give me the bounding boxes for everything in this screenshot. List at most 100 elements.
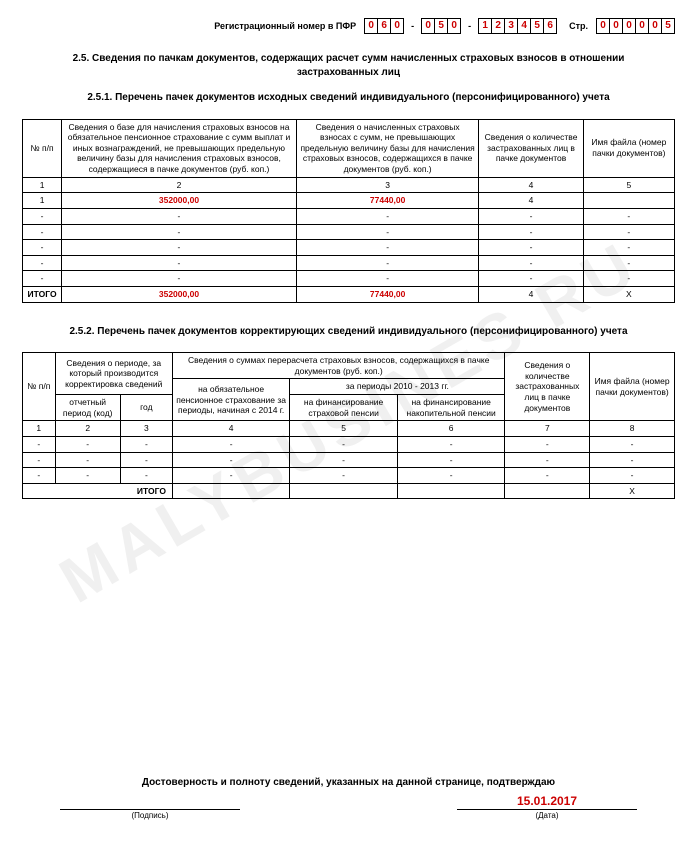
table-cell: - — [23, 224, 62, 240]
date-label: (Дата) — [535, 811, 558, 820]
table-cell: - — [62, 271, 297, 287]
page-number-boxes: 0 0 0 0 0 5 — [596, 18, 675, 34]
table-cell: - — [23, 255, 62, 271]
t2-period-code: отчетный период (код) — [55, 395, 120, 421]
signature-value — [148, 794, 151, 809]
table-cell: - — [120, 452, 172, 468]
table-cell: - — [120, 468, 172, 484]
table-cell: - — [479, 208, 583, 224]
table-cell: - — [23, 468, 56, 484]
table-row: 1352000,0077440,004 — [23, 193, 675, 209]
date-block: 15.01.2017 (Дата) — [457, 794, 637, 820]
table-cell: - — [62, 255, 297, 271]
table-cell: - — [505, 452, 590, 468]
table-row: ----- — [23, 271, 675, 287]
table-cell: - — [296, 271, 479, 287]
table-cell: - — [172, 436, 289, 452]
t2-total-label: ИТОГО — [23, 483, 173, 499]
subsection-title-2-5-1: 2.5.1. Перечень пачек документов исходны… — [69, 91, 629, 105]
t2-sub-2010-2013: за периоды 2010 - 2013 гг. — [290, 379, 505, 395]
table-row: -------- — [23, 468, 675, 484]
col-count: Сведения о количестве застрахованных лиц… — [479, 119, 583, 177]
table-cell: - — [296, 208, 479, 224]
t2-col-file: Имя файла (номер пачки документов) — [590, 353, 675, 421]
col-base: Сведения о базе для начисления страховых… — [62, 119, 297, 177]
reg-number-part3: 1 2 3 4 5 6 — [478, 18, 557, 34]
col-npp: № п/п — [23, 119, 62, 177]
table-cell: - — [55, 452, 120, 468]
table-cell: - — [290, 468, 398, 484]
table-total-row: ИТОГО 352000,00 77440,00 4 X — [23, 287, 675, 303]
table-row: ----- — [23, 240, 675, 256]
t2-col-npp: № п/п — [23, 353, 56, 421]
t2-sub-ops: на обязательное пенсионное страхование з… — [172, 379, 289, 421]
table-cell: - — [397, 436, 505, 452]
table-cell: - — [583, 255, 674, 271]
signature-line — [60, 809, 240, 810]
table-cell: - — [296, 224, 479, 240]
table-cell: - — [23, 436, 56, 452]
total-base: 352000,00 — [62, 287, 297, 303]
t2-total-c4 — [172, 483, 289, 499]
t2-total-c7 — [505, 483, 590, 499]
table-cell: - — [590, 436, 675, 452]
date-value: 15.01.2017 — [517, 794, 577, 809]
table-cell: - — [583, 240, 674, 256]
date-line — [457, 809, 637, 810]
subsection-title-2-5-2: 2.5.2. Перечень пачек документов коррект… — [69, 325, 629, 339]
table-row: -------- — [23, 436, 675, 452]
t2-total-c6 — [397, 483, 505, 499]
total-label: ИТОГО — [23, 287, 62, 303]
reg-sep-2: - — [468, 21, 471, 31]
col-contrib: Сведения о начисленных страховых взносах… — [296, 119, 479, 177]
page-label: Стр. — [569, 21, 588, 31]
table-cell: - — [23, 271, 62, 287]
table-2-5-1: № п/п Сведения о базе для начисления стр… — [22, 119, 675, 303]
reg-number-label: Регистрационный номер в ПФР — [214, 21, 356, 31]
total-file: X — [583, 287, 674, 303]
table-2-5-2: № п/п Сведения о периоде, за который про… — [22, 352, 675, 499]
table-cell: - — [23, 452, 56, 468]
table-cell: - — [583, 271, 674, 287]
reg-sep-1: - — [411, 21, 414, 31]
t2-total-c5 — [290, 483, 398, 499]
table-cell: 4 — [479, 193, 583, 209]
signature-label: (Подпись) — [132, 811, 169, 820]
table-numrow: 1 2 3 4 5 — [23, 177, 675, 193]
header-row: Регистрационный номер в ПФР 0 6 0 - 0 5 … — [22, 18, 675, 34]
t2-total-c8: X — [590, 483, 675, 499]
t2-sub-strah: на финансирование страховой пенсии — [290, 395, 398, 421]
table-cell: - — [479, 240, 583, 256]
table-cell: - — [172, 468, 289, 484]
table-cell: - — [172, 452, 289, 468]
table-cell: - — [590, 468, 675, 484]
table-cell: - — [290, 452, 398, 468]
table-cell: - — [505, 436, 590, 452]
table-cell: - — [505, 468, 590, 484]
total-count: 4 — [479, 287, 583, 303]
table-cell: - — [23, 208, 62, 224]
total-contrib: 77440,00 — [296, 287, 479, 303]
t2-numrow: 1 2 3 4 5 6 7 8 — [23, 421, 675, 437]
t2-col-sums: Сведения о суммах перерасчета страховых … — [172, 353, 505, 379]
t2-sub-nakop: на финансирование накопительной пенсии — [397, 395, 505, 421]
footer: Достоверность и полноту сведений, указан… — [0, 777, 697, 820]
table-row: ----- — [23, 208, 675, 224]
reg-number-part1: 0 6 0 — [364, 18, 404, 34]
table-row: -------- — [23, 452, 675, 468]
table-cell: - — [62, 224, 297, 240]
table-cell: - — [583, 224, 674, 240]
table-cell: - — [55, 436, 120, 452]
table-cell: - — [296, 255, 479, 271]
table-cell: 77440,00 — [296, 193, 479, 209]
table-cell: - — [397, 468, 505, 484]
t2-year: год — [120, 395, 172, 421]
table-cell: - — [479, 271, 583, 287]
t2-col-count: Сведения о количестве застрахованных лиц… — [505, 353, 590, 421]
table-cell: - — [296, 240, 479, 256]
table-cell: - — [62, 240, 297, 256]
table-cell: - — [55, 468, 120, 484]
table-cell: - — [583, 208, 674, 224]
table-cell: 1 — [23, 193, 62, 209]
page-container: Регистрационный номер в ПФР 0 6 0 - 0 5 … — [0, 0, 697, 517]
